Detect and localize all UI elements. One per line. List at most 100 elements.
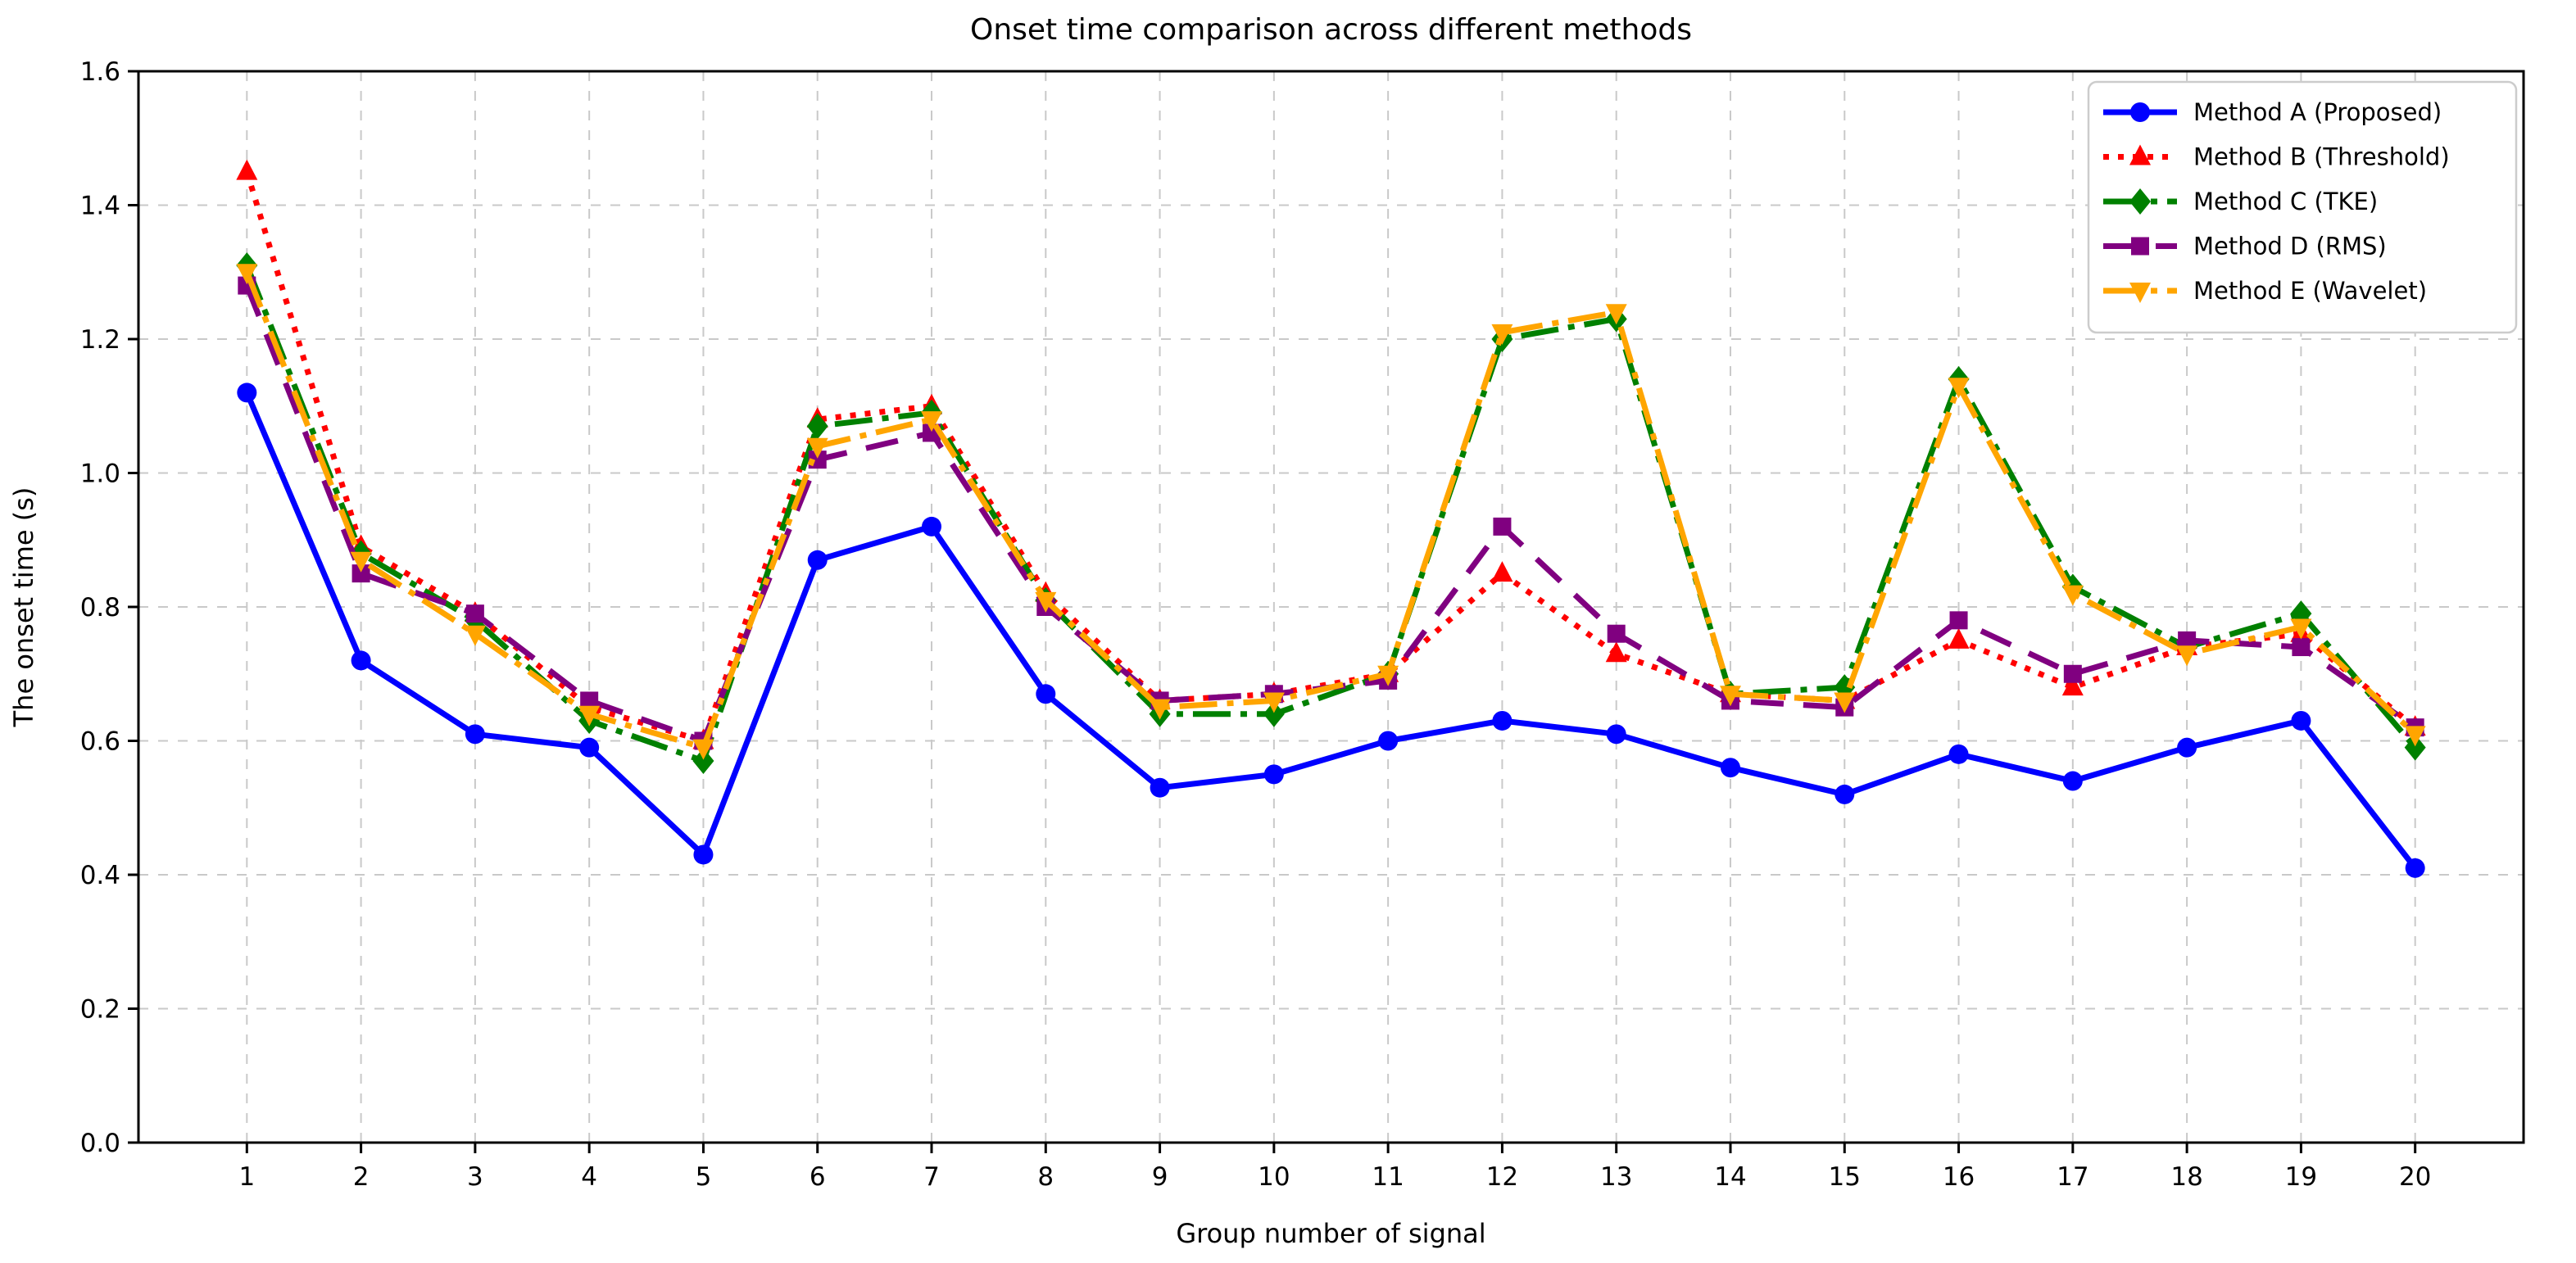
x-tick-label: 2 (353, 1162, 370, 1192)
circle-marker (579, 737, 600, 758)
diamond-marker (2404, 734, 2426, 761)
x-tick-label: 7 (923, 1162, 940, 1192)
legend-label: Method B (Threshold) (2193, 143, 2450, 171)
triangle-down-marker (1948, 378, 1970, 399)
x-tick-label: 14 (1714, 1162, 1746, 1192)
triangle-down-marker (1834, 692, 1856, 713)
x-tick-label: 13 (1600, 1162, 1632, 1192)
triangle-up-marker (2129, 144, 2151, 165)
circle-marker (351, 650, 371, 671)
x-tick-label: 19 (2285, 1162, 2317, 1192)
legend-box (2087, 80, 2518, 334)
diamond-marker (1263, 700, 1285, 727)
circle-marker (1720, 758, 1740, 778)
x-tick-label: 16 (1943, 1162, 1975, 1192)
circle-marker (1948, 744, 1969, 764)
x-axis-label: Group number of signal (1176, 1218, 1485, 1249)
y-tick-label: 0.8 (80, 593, 120, 622)
circle-marker (465, 724, 485, 745)
triangle-down-marker (921, 411, 943, 432)
circle-marker (1263, 764, 1284, 785)
circle-marker (2062, 771, 2083, 791)
x-tick-label: 5 (696, 1162, 712, 1192)
x-tick-label: 9 (1152, 1162, 1168, 1192)
y-tick-label: 1.4 (80, 192, 120, 221)
series-line (243, 170, 2417, 744)
legend-label: Method C (TKE) (2193, 188, 2378, 215)
circle-marker (1606, 724, 1626, 745)
legend-layer: Method A (Proposed) Method B (Threshold) M… (2087, 80, 2518, 334)
triangle-down-marker (1263, 692, 1285, 713)
triangle-down-marker (236, 264, 258, 285)
series-method-e-wavelet- (236, 264, 2426, 760)
triangle-down-marker (464, 625, 486, 646)
series-line (244, 392, 2418, 870)
x-tick-label: 8 (1037, 1162, 1054, 1192)
legend-label: Method E (Wavelet) (2193, 277, 2427, 305)
triangle-down-marker (1035, 591, 1057, 613)
legend-item: Method E (Wavelet) (2103, 277, 2427, 305)
square-marker (580, 691, 599, 710)
axes-layer: 1 2 3 4 5 6 7 8 9 10 11 12 13 14 15 16 17 18 19 200.00.20.4… (80, 57, 2525, 1192)
x-tick-label: 3 (467, 1162, 483, 1192)
series-line (244, 284, 2417, 744)
circle-marker (693, 844, 714, 865)
x-tick-label: 15 (1829, 1162, 1861, 1192)
triangle-down-marker (2176, 645, 2198, 667)
triangle-down-marker (806, 437, 828, 459)
triangle-down-marker (2290, 618, 2312, 640)
circle-marker (1378, 731, 1399, 751)
square-marker (2178, 631, 2197, 650)
x-tick-label: 4 (581, 1162, 597, 1192)
circle-marker (807, 550, 828, 570)
triangle-down-marker (1491, 324, 1513, 345)
legend-item: Method D (RMS) (2103, 233, 2387, 260)
legend-label: Method A (Proposed) (2193, 98, 2442, 126)
square-marker (2292, 638, 2311, 657)
square-marker (465, 604, 484, 623)
legend-item: Method A (Proposed) (2103, 98, 2442, 126)
triangle-down-marker (692, 739, 714, 760)
circle-marker (1492, 710, 1512, 731)
triangle-down-marker (1377, 665, 1399, 686)
triangle-down-marker (350, 551, 372, 573)
x-tick-label: 1 (238, 1162, 255, 1192)
y-tick-label: 1.6 (80, 57, 120, 87)
circle-marker (922, 516, 942, 536)
series-layer (236, 159, 2426, 878)
triangle-down-marker (2061, 585, 2084, 606)
circle-marker (1150, 777, 1170, 798)
square-marker (1607, 624, 1626, 643)
circle-marker (237, 383, 257, 403)
x-tick-label: 20 (2399, 1162, 2431, 1192)
triangle-down-marker (1719, 686, 1741, 707)
legend-item: Method B (Threshold) (2103, 143, 2450, 171)
square-marker (351, 564, 370, 583)
diamond-marker (2129, 188, 2151, 215)
triangle-down-marker (578, 705, 601, 727)
triangle-up-marker (1605, 641, 1627, 663)
triangle-up-marker (2061, 675, 2084, 696)
square-marker (1949, 611, 1968, 630)
x-tick-label: 12 (1486, 1162, 1518, 1192)
square-marker (2063, 664, 2082, 683)
diamond-marker (806, 413, 828, 440)
x-tick-label: 18 (2170, 1162, 2202, 1192)
chart-title: Onset time comparison across different m… (970, 13, 1692, 47)
y-tick-label: 0.0 (80, 1129, 120, 1158)
circle-marker (1834, 784, 1855, 804)
triangle-up-marker (1948, 627, 1970, 649)
triangle-down-marker (2404, 726, 2426, 747)
diamond-marker (692, 748, 714, 775)
y-tick-label: 0.6 (80, 727, 120, 757)
y-tick-label: 0.4 (80, 861, 120, 890)
triangle-up-marker (236, 159, 258, 180)
series-line (244, 264, 2418, 764)
circle-marker (1036, 684, 1056, 704)
y-tick-label: 1.2 (80, 325, 120, 355)
y-tick-label: 1.0 (80, 459, 120, 489)
y-axis-label: The onset time (s) (8, 487, 39, 728)
triangle-up-marker (1491, 561, 1513, 582)
